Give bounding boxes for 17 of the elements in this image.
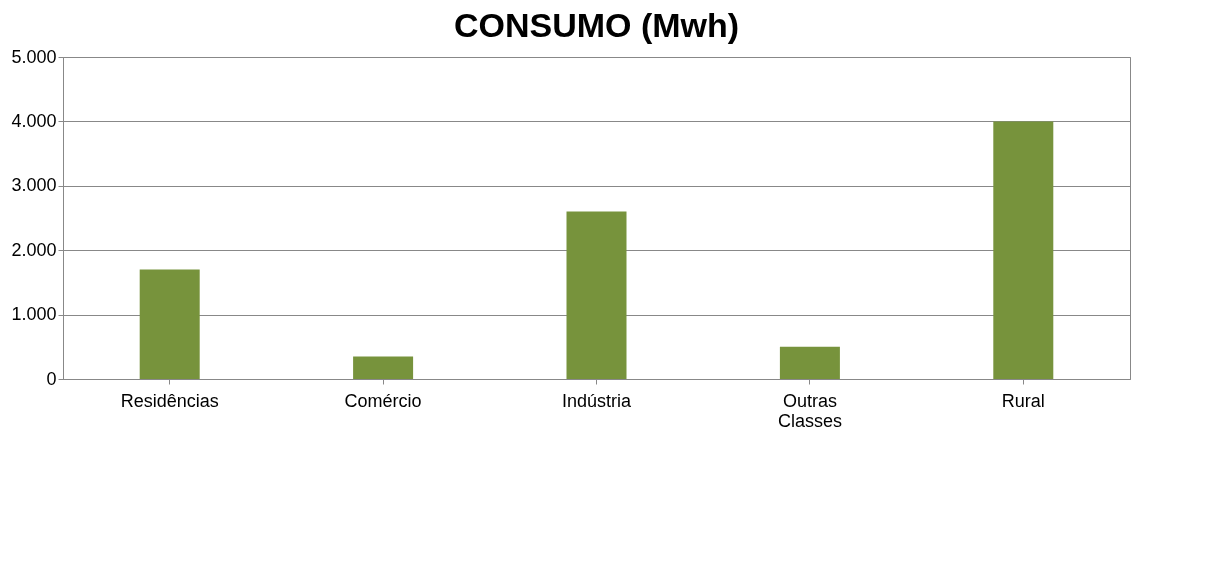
y-tick-label: 0	[46, 368, 57, 389]
x-tick-label: Rural	[1001, 390, 1045, 411]
x-tick-label: Indústria	[561, 390, 632, 411]
y-tick-label: 4.000	[11, 110, 57, 131]
x-tick-label: Residências	[120, 390, 219, 411]
x-tick-label: Outras Classes	[777, 390, 842, 431]
y-tick-label: 2.000	[11, 239, 57, 260]
bar	[993, 121, 1054, 379]
y-tick-label: 5.000	[11, 46, 57, 67]
chart-title: CONSUMO (Mwh)	[453, 6, 740, 44]
y-tick-label: 3.000	[11, 175, 57, 196]
bar	[566, 211, 627, 379]
bar	[779, 346, 840, 379]
bar	[139, 269, 200, 379]
y-tick-label: 1.000	[11, 304, 57, 325]
x-tick-label: Comércio	[344, 390, 422, 411]
bar	[353, 356, 414, 379]
